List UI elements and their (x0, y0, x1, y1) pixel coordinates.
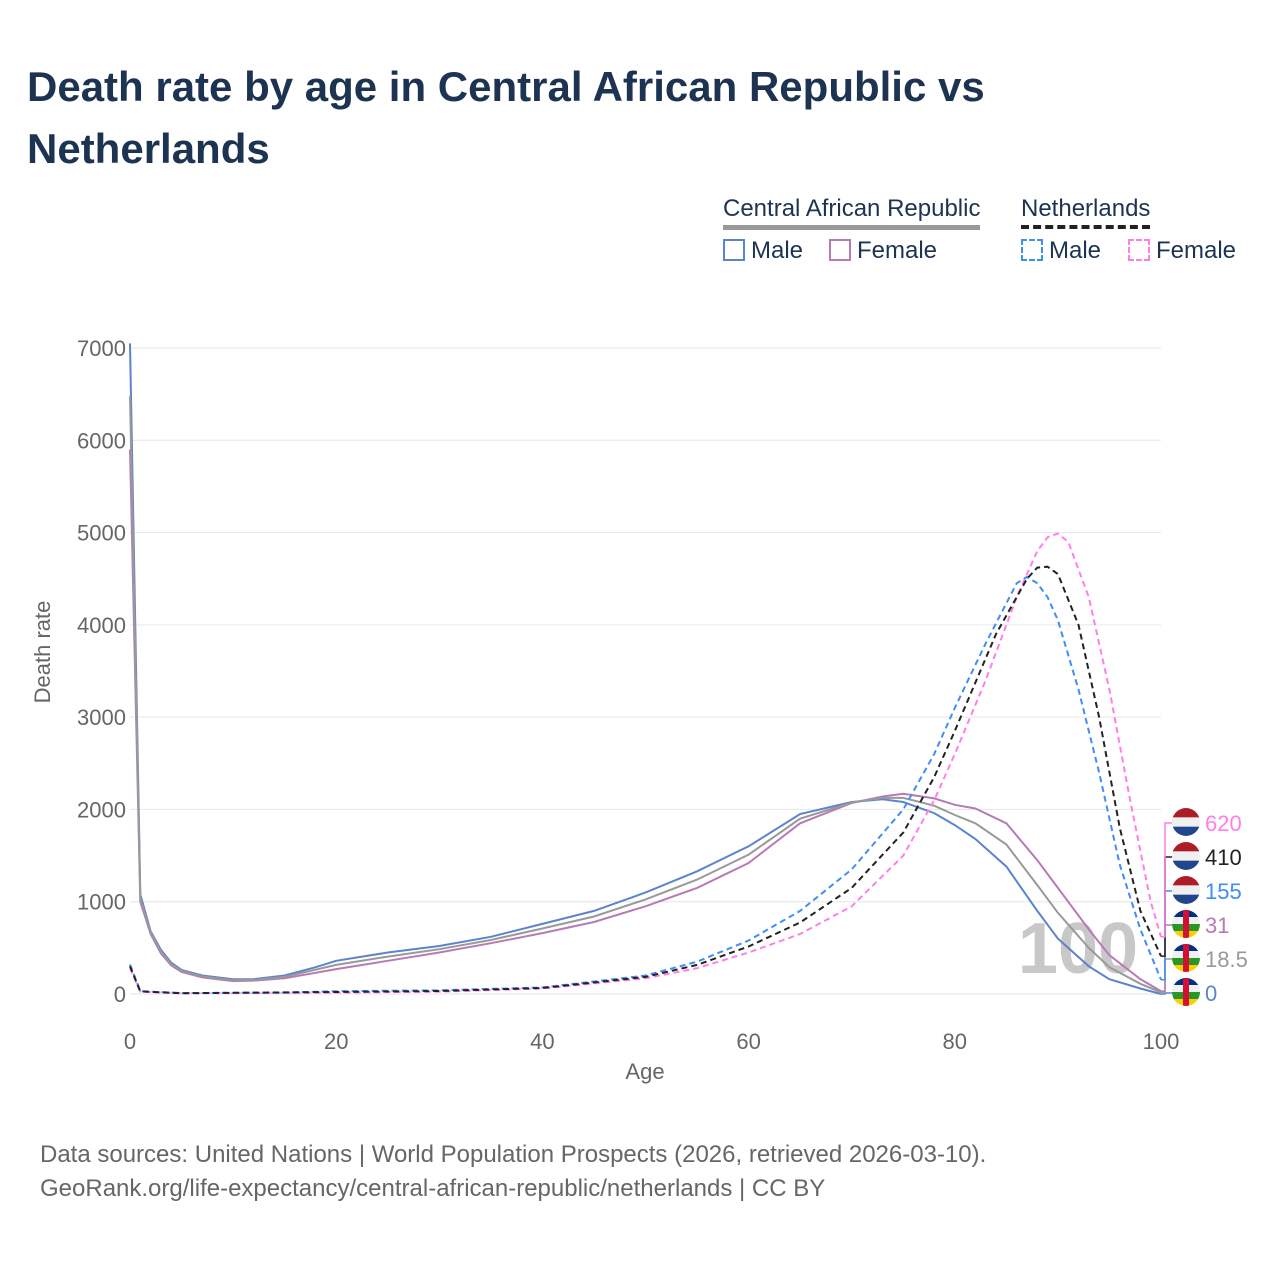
y-tick-label: 7000 (77, 336, 126, 361)
legend-group-nl[interactable]: Netherlands (1021, 195, 1151, 229)
y-axis-label: Death rate (30, 601, 55, 704)
series-line-central-african-republic-male (129, 343, 1162, 995)
x-tick-label: 100 (1143, 1029, 1180, 1054)
flag-body (1172, 842, 1200, 870)
car-flag-icon (1172, 910, 1200, 938)
flag-stripe (1183, 944, 1189, 972)
y-tick-label: 1000 (77, 890, 126, 915)
series-line-netherlands-female (129, 532, 1162, 995)
y-tick-label: 6000 (77, 428, 126, 453)
legend-swatch (1021, 239, 1043, 261)
flag-body (1172, 876, 1200, 904)
end-value-label: 620 (1205, 811, 1242, 836)
flag-stripe (1172, 826, 1200, 836)
legend-swatch (1128, 239, 1150, 261)
x-axis-label: Age (625, 1059, 664, 1084)
flag-body (1172, 808, 1200, 836)
flag-stripe (1172, 860, 1200, 870)
flag-stripe (1183, 910, 1189, 938)
legend-nl-label: Netherlands (1021, 195, 1151, 229)
footer: Data sources: United Nations | World Pop… (40, 1138, 986, 1206)
y-tick-label: 3000 (77, 705, 126, 730)
chart-title: Death rate by age in Central African Rep… (27, 63, 985, 172)
age-watermark: 100 (1018, 909, 1138, 989)
end-label-connector (1161, 822, 1172, 938)
end-value-label: 31 (1205, 913, 1229, 938)
legend-swatch (829, 239, 851, 261)
y-tick-label: 5000 (77, 521, 126, 546)
legend-label: Female (857, 237, 938, 264)
end-label-connector (1161, 992, 1172, 995)
series-line-netherlands-male (129, 575, 1162, 995)
flag-stripe (1172, 842, 1200, 852)
legend-car-female[interactable]: Female (829, 237, 937, 265)
x-tick-label: 60 (736, 1029, 760, 1054)
netherlands-flag-icon (1172, 808, 1200, 836)
x-tick-label: 80 (943, 1029, 967, 1054)
y-tick-label: 4000 (77, 613, 126, 638)
flag-body (1172, 978, 1200, 1006)
end-value-label: 155 (1205, 879, 1242, 904)
end-value-label: 18.5 (1205, 947, 1248, 972)
legend-group-car[interactable]: Central African Republic (723, 195, 981, 230)
x-tick-label: 0 (124, 1029, 136, 1054)
series-line-central-african-republic-female (129, 449, 1162, 992)
end-label-connector (1161, 856, 1172, 957)
series-line-central-african-republic (129, 395, 1162, 994)
legend-swatch (723, 239, 745, 261)
x-tick-label: 20 (324, 1029, 348, 1054)
legend-label: Male (1049, 237, 1102, 264)
end-value-label: 410 (1205, 845, 1242, 870)
netherlands-flag-icon (1172, 876, 1200, 904)
end-label-connector (1161, 958, 1172, 994)
flag-stripe (1172, 885, 1200, 896)
series-line-netherlands (129, 565, 1162, 995)
end-label-connector (1161, 924, 1172, 992)
flag-stripe (1172, 808, 1200, 818)
flag-stripe (1172, 876, 1200, 886)
y-tick-label: 2000 (77, 797, 126, 822)
legend-label: Female (1156, 237, 1237, 264)
x-tick-label: 40 (530, 1029, 554, 1054)
flag-body (1172, 910, 1200, 938)
car-flag-icon (1172, 944, 1200, 972)
legend-nl-female[interactable]: Female (1128, 237, 1236, 265)
netherlands-flag-icon (1172, 842, 1200, 870)
y-tick-label: 0 (114, 982, 126, 1007)
legend-car-male[interactable]: Male (723, 237, 803, 265)
flag-stripe (1172, 817, 1200, 828)
flag-stripe (1183, 978, 1189, 1006)
legend-label: Male (751, 237, 804, 264)
legend-car-label: Central African Republic (723, 195, 981, 230)
end-label-connector (1161, 890, 1172, 981)
flag-body (1172, 944, 1200, 972)
source-text: Data sources: United Nations | World Pop… (40, 1141, 987, 1168)
legend-nl-male[interactable]: Male (1021, 237, 1101, 265)
flag-stripe (1172, 894, 1200, 904)
car-flag-icon (1172, 978, 1200, 1006)
flag-stripe (1172, 851, 1200, 862)
source-link[interactable]: GeoRank.org/life-expectancy/central-afri… (40, 1175, 826, 1202)
end-value-label: 0 (1205, 981, 1217, 1006)
